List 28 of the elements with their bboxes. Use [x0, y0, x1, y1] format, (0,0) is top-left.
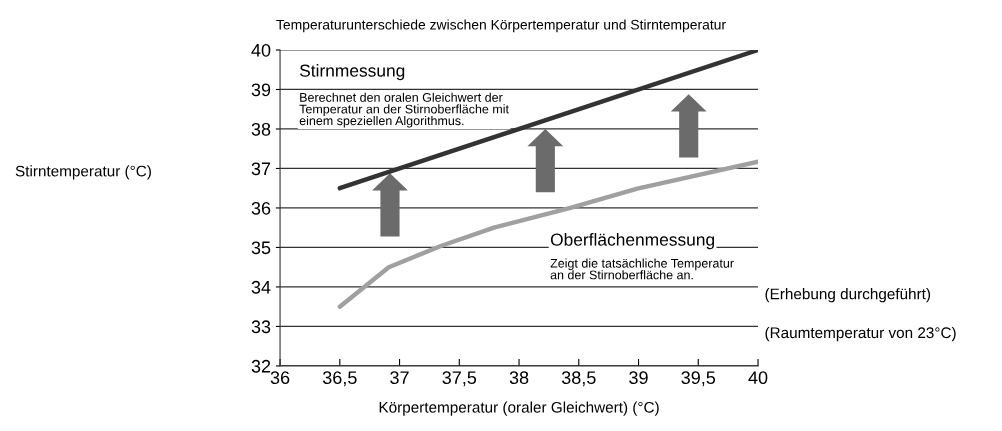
y-tick-label: 38 — [251, 122, 271, 136]
x-tick-label: 37,5 — [442, 371, 477, 387]
text: (Erhebung durchgeführt) — [765, 288, 931, 303]
annotation: Stirnmessung — [299, 64, 405, 81]
y-tick-label: 39 — [251, 83, 271, 97]
annotation: Berechnet den oralen Gleichwert der Temperatur an der Stirnoberfläche mit einem speziellen Algorithmus. — [299, 92, 509, 128]
y-tick-label: 37 — [251, 162, 271, 176]
y-tick-label: 32 — [251, 359, 271, 373]
x-tick-label: 36,5 — [322, 371, 357, 387]
chart-title: Temperaturunterschiede zwischen Körpertemperatur und Stirntemperatur — [276, 19, 726, 33]
text: (Raumtemperatur von 23°C) — [765, 326, 956, 342]
y-tick-label: 34 — [251, 280, 271, 294]
x-tick-label: 39 — [629, 371, 648, 385]
y-tick-label: 40 — [251, 43, 271, 57]
x-tick-label: 36 — [270, 371, 290, 385]
y-tick-label: 36 — [251, 201, 271, 215]
x-tick-label: 39,5 — [681, 371, 716, 387]
annotation: Zeigt die tatsächliche Temperatur an der Stirnoberfläche an. — [550, 258, 734, 280]
line-series — [337, 159, 759, 309]
x-tick-label: 38,5 — [561, 371, 596, 387]
x-tick-label: 37 — [390, 371, 409, 385]
x-tick-label: 40 — [748, 371, 768, 385]
y-tick-label: 33 — [251, 320, 271, 334]
x-axis-title: Körpertemperatur (oraler Gleichwert) (°C) — [379, 401, 659, 416]
x-tick-label: 38 — [509, 371, 529, 385]
annotation: Oberflächenmessung — [550, 233, 715, 250]
text: Stirntemperatur (°C) — [15, 165, 151, 180]
y-tick-label: 35 — [251, 241, 271, 255]
